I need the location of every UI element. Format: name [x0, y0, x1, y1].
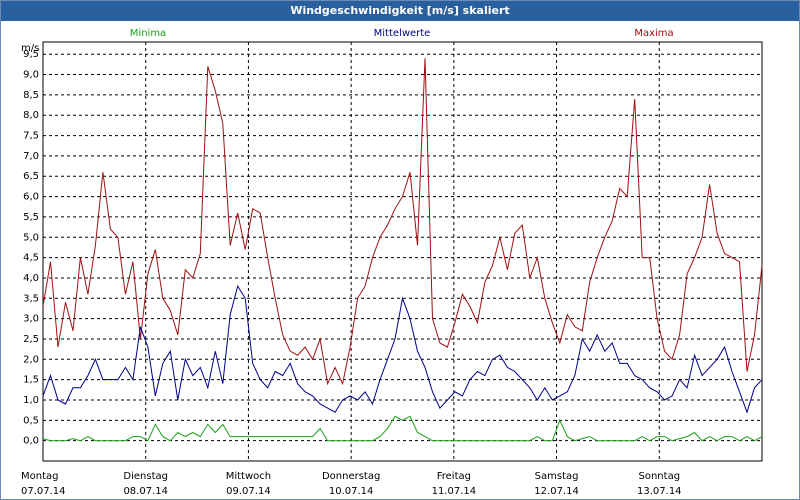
- y-tick-label: 9,0: [23, 70, 39, 81]
- y-tick-label: 7,0: [23, 151, 39, 162]
- series-lines: [42, 58, 763, 442]
- y-tick-label: 5,0: [23, 232, 39, 243]
- day-name-label: Mittwoch: [226, 471, 271, 482]
- legend-entry: Mittelwerte: [374, 28, 431, 39]
- y-tick-label: 4,0: [23, 273, 39, 284]
- day-date-label: 08.07.14: [123, 486, 168, 497]
- y-tick-label: 0,5: [23, 415, 39, 426]
- y-tick-label: 0,0: [23, 436, 39, 447]
- plot-area: [42, 41, 763, 462]
- day-date-label: 13.07.14: [637, 486, 682, 497]
- y-tick-label: 2,5: [23, 334, 39, 345]
- day-name-label: Samstag: [535, 471, 579, 482]
- day-name-label: Donnerstag: [322, 471, 380, 482]
- day-date-label: 07.07.14: [21, 486, 66, 497]
- day-name-label: Sonntag: [639, 471, 681, 482]
- day-date-label: 09.07.14: [226, 486, 271, 497]
- x-day-labels: Montag 07.07.14 Dienstag 08.07.14 Mittwoch 09…: [21, 471, 682, 497]
- y-tick-labels: 0,0 0,5 1,0 1,5 2,0 2,5 3,0 3,5 4,0 4,5 5,0 5,5 6,0 6…: [23, 49, 39, 446]
- series-line-maxima: [42, 58, 763, 386]
- series-line-mittelwerte: [42, 284, 763, 414]
- y-tick-label: 6,0: [23, 192, 39, 203]
- y-tick-label: 6,5: [23, 171, 39, 182]
- y-tick-label: 4,5: [23, 253, 39, 264]
- day-date-label: 10.07.14: [329, 486, 374, 497]
- y-tick-label: 9,5: [23, 49, 39, 60]
- chart-title: Windgeschwindigkeit [m/s] skaliert: [1, 1, 799, 21]
- legend-entry: Minima: [130, 28, 166, 39]
- y-tick-label: 2,0: [23, 354, 39, 365]
- y-tick-label: 8,5: [23, 90, 39, 101]
- day-name-label: Dienstag: [123, 471, 168, 482]
- day-date-label: 11.07.14: [432, 486, 477, 497]
- y-tick-label: 5,5: [23, 212, 39, 223]
- series-line-minima: [42, 415, 763, 442]
- day-date-label: 12.07.14: [534, 486, 579, 497]
- legend-entry: Maxima: [634, 28, 673, 39]
- vertical-gridlines: [145, 42, 660, 461]
- y-tick-label: 1,0: [23, 395, 39, 406]
- y-tick-label: 1,5: [23, 375, 39, 386]
- legend: Maxima Mittelwerte Minima: [130, 28, 674, 39]
- day-name-label: Montag: [21, 471, 58, 482]
- day-name-label: Freitag: [437, 471, 471, 482]
- y-axis-label: m/s: [21, 43, 39, 54]
- y-tick-label: 3,0: [23, 314, 39, 325]
- y-tick-label: 3,5: [23, 293, 39, 304]
- y-tick-label: 8,0: [23, 110, 39, 121]
- y-tick-label: 7,5: [23, 131, 39, 142]
